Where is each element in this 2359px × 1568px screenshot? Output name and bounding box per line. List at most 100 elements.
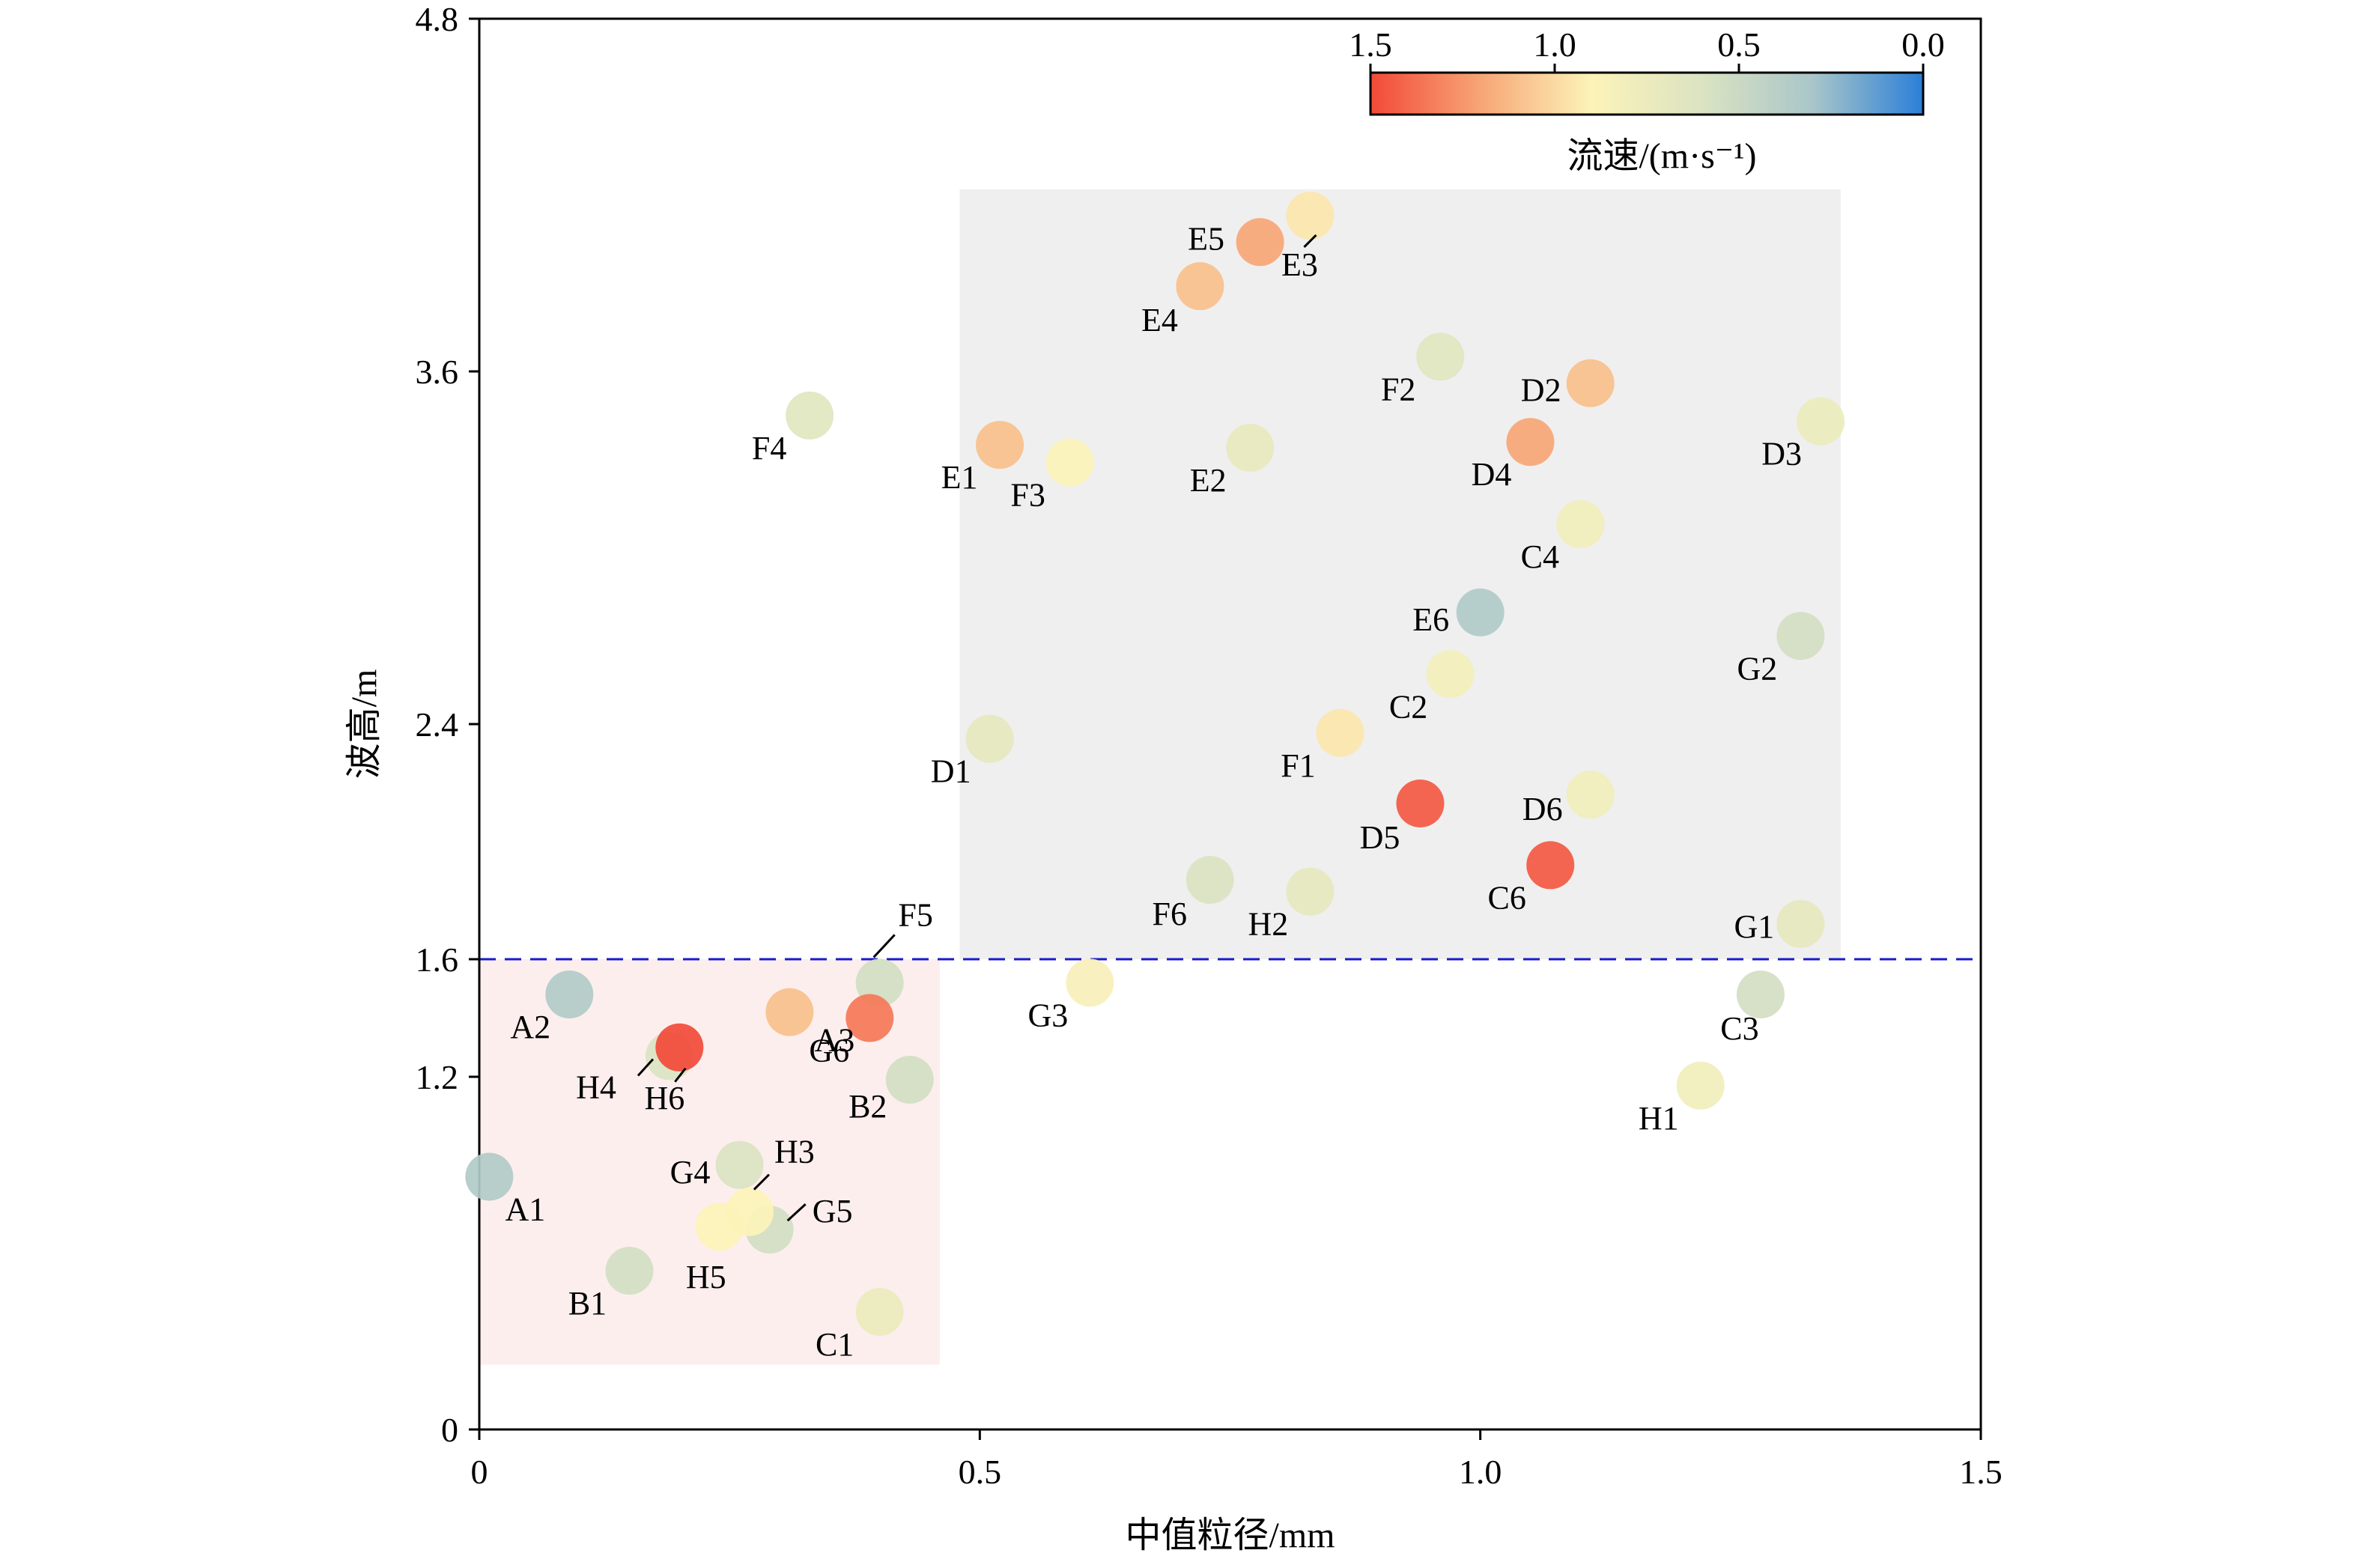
y-tick-label: 1.2 [416, 1058, 459, 1096]
y-tick-label: 4.8 [416, 0, 459, 38]
colorbar: 1.5 1.0 0.5 0.0 流速/(m·s⁻¹) [1349, 25, 1945, 176]
point-label-h5: H5 [686, 1259, 726, 1295]
colorbar-gradient [1369, 71, 1925, 116]
data-point-a3 [765, 988, 814, 1036]
x-tick-label: 1.5 [1959, 1453, 2003, 1491]
data-point-c6 [1526, 841, 1575, 890]
point-label-h2: H2 [1248, 906, 1289, 943]
data-point-b2 [885, 1055, 934, 1104]
point-label-e6: E6 [1412, 601, 1449, 638]
data-point-g4 [715, 1140, 764, 1189]
point-label-g6: G6 [809, 1033, 849, 1069]
data-point-g6 [845, 994, 894, 1042]
data-point-g3 [1066, 958, 1114, 1007]
point-label-b2: B2 [848, 1088, 887, 1125]
high-region [959, 189, 1841, 959]
threshold-tick-label: 1.6 [416, 941, 459, 979]
data-point-h1 [1676, 1061, 1725, 1110]
data-point-d4 [1506, 418, 1555, 467]
point-label-d3: D3 [1761, 436, 1802, 472]
colorbar-tick-label: 1.5 [1349, 25, 1392, 64]
leader-f5 [872, 934, 896, 958]
x-axis-title: 中值粒径/mm [1125, 1516, 1335, 1555]
colorbar-tick-label: 1.0 [1533, 25, 1576, 64]
point-label-a3: A3 [814, 1022, 854, 1059]
x-tick-label: 1.0 [1459, 1453, 1502, 1491]
point-label-d2: D2 [1521, 372, 1561, 409]
colorbar-tick-label: 0.5 [1717, 25, 1761, 64]
data-point-f2 [1416, 332, 1465, 381]
point-label-b1: B1 [568, 1285, 607, 1322]
point-label-g4: G4 [670, 1154, 711, 1191]
colorbar-title: 流速/(m·s⁻¹) [1567, 136, 1756, 176]
colorbar-tick-label: 0.0 [1901, 25, 1945, 64]
label-leaders [637, 234, 1317, 1222]
data-point-d3 [1797, 397, 1845, 446]
point-label-c4: C4 [1521, 538, 1559, 575]
point-label-c1: C1 [816, 1326, 854, 1363]
data-point-c4 [1556, 500, 1605, 549]
point-label-h4: H4 [576, 1069, 616, 1106]
data-point-c1 [855, 1288, 904, 1336]
point-label-h6: H6 [644, 1080, 684, 1116]
data-point-d1 [965, 714, 1014, 763]
data-point-c2 [1426, 650, 1475, 699]
leader-h6 [674, 1067, 687, 1083]
data-point-g1 [1776, 899, 1825, 948]
point-label-d4: D4 [1472, 456, 1512, 493]
data-point-d6 [1566, 771, 1615, 819]
data-point-e5 [1236, 218, 1284, 267]
data-point-b1 [605, 1247, 654, 1295]
data-point-h2 [1286, 867, 1335, 916]
point-label-d5: D5 [1360, 819, 1400, 856]
point-label-f5: F5 [898, 896, 932, 933]
x-tick-label: 0.5 [959, 1453, 1002, 1491]
data-point-f1 [1316, 708, 1364, 757]
data-point-d5 [1396, 779, 1445, 827]
colorbar-ticks: 1.5 1.0 0.5 0.0 [1349, 25, 1945, 73]
point-label-a2: A2 [510, 1009, 550, 1045]
data-point-h6 [655, 1023, 704, 1072]
leader-e3 [1303, 234, 1317, 249]
point-label-e4: E4 [1141, 302, 1178, 338]
point-labels: A1 A2 A3 B1 B2 C1 C2 C3 C4 C6 D1 D2 D3 D4 D5 D6 E1 E2 E3 E4… [505, 220, 1802, 1363]
leader-g5 [786, 1203, 807, 1222]
data-point-f3 [1045, 438, 1094, 487]
point-label-h3: H3 [774, 1134, 815, 1170]
y-axis-title: 波高/m [344, 669, 384, 780]
point-label-f6: F6 [1153, 896, 1187, 932]
data-points [465, 191, 1845, 1336]
point-label-h1: H1 [1639, 1100, 1679, 1137]
point-label-c6: C6 [1488, 879, 1526, 916]
point-label-c3: C3 [1720, 1010, 1758, 1047]
data-point-f6 [1185, 856, 1234, 905]
data-point-a2 [545, 970, 594, 1019]
point-label-f3: F3 [1010, 477, 1045, 514]
point-label-e5: E5 [1188, 220, 1224, 257]
data-point-h5 [695, 1203, 744, 1251]
point-label-g5: G5 [813, 1193, 853, 1230]
leader-h4 [637, 1058, 655, 1077]
point-label-f4: F4 [752, 430, 786, 467]
data-point-e6 [1456, 588, 1505, 636]
y-tick-label: 0 [441, 1411, 458, 1449]
data-point-a1 [465, 1152, 514, 1201]
data-point-e4 [1176, 262, 1224, 311]
point-label-e2: E2 [1190, 462, 1227, 499]
point-label-g3: G3 [1027, 997, 1068, 1033]
x-tick-label: 0 [471, 1453, 488, 1491]
point-label-d6: D6 [1522, 791, 1563, 827]
point-label-f1: F1 [1281, 747, 1315, 784]
data-point-e2 [1226, 424, 1275, 472]
data-point-e3 [1286, 191, 1335, 240]
point-label-f2: F2 [1381, 371, 1415, 407]
point-label-c2: C2 [1389, 688, 1427, 725]
data-point-c3 [1736, 970, 1785, 1019]
y-tick-label: 2.4 [416, 705, 459, 744]
point-label-e1: E1 [941, 459, 978, 496]
point-label-g1: G1 [1734, 908, 1775, 945]
point-label-a1: A1 [505, 1191, 545, 1227]
point-label-g2: G2 [1737, 650, 1778, 687]
data-point-g2 [1776, 612, 1825, 660]
data-point-e1 [976, 421, 1024, 470]
